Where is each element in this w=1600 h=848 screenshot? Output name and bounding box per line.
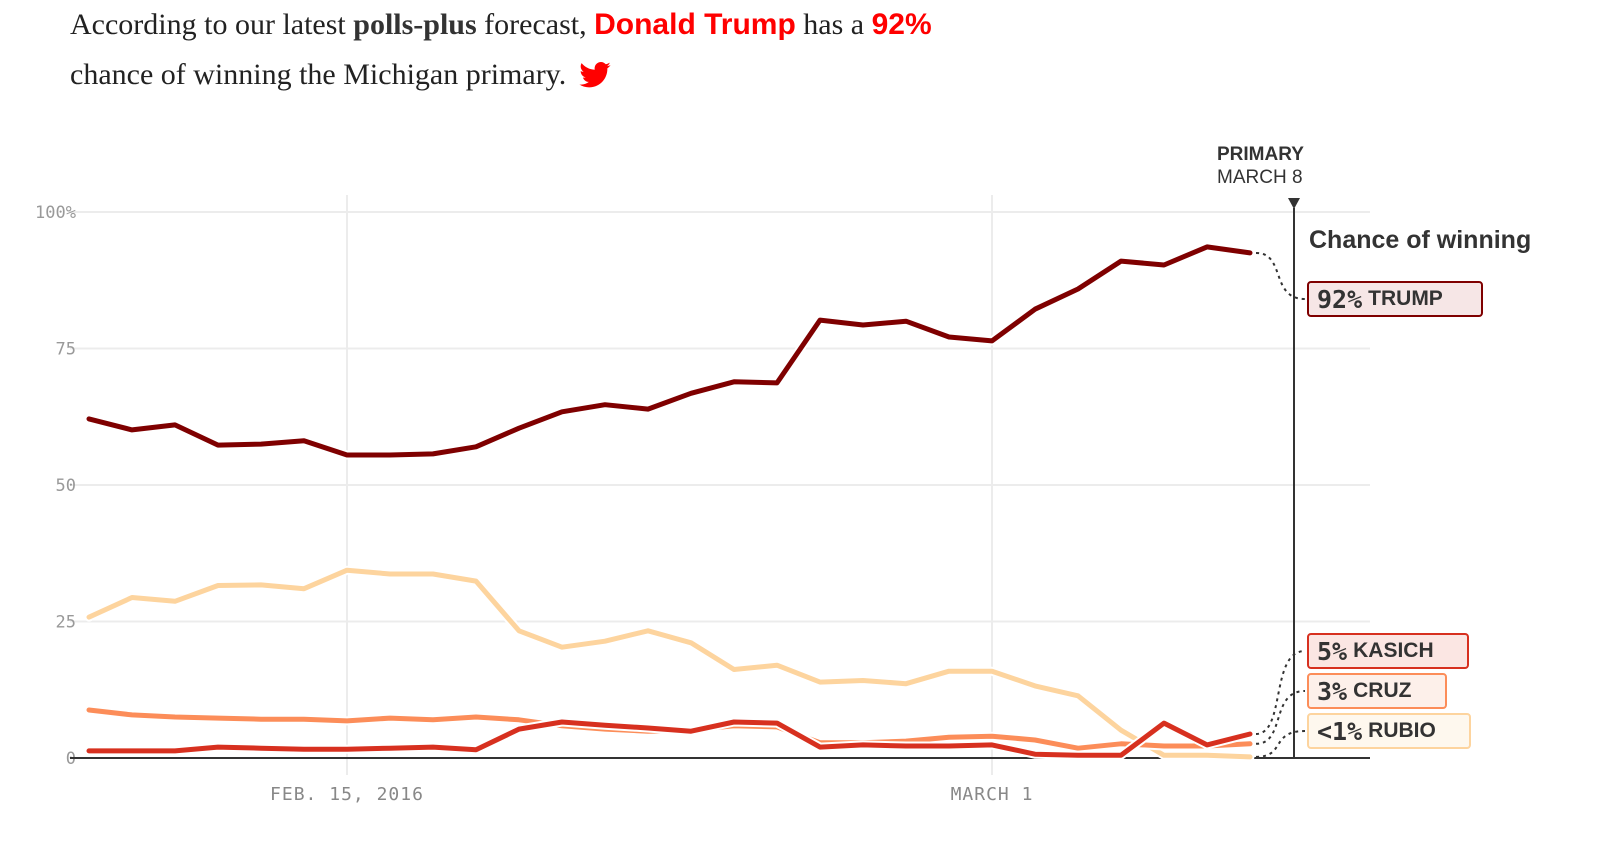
headline-line-2: chance of winning the Michigan primary. <box>70 50 1170 100</box>
leading-candidate: Donald Trump <box>594 8 796 41</box>
connector-kasich <box>1255 650 1306 735</box>
end-label-rubio: <1% RUBIO <box>1307 713 1471 749</box>
end-label-trump: 92% TRUMP <box>1307 281 1483 317</box>
primary-marker-triangle-icon <box>1288 198 1300 209</box>
end-label-percent: 3% <box>1317 676 1348 706</box>
forecast-model: polls-plus <box>353 8 477 41</box>
headline: According to our latest polls-plus forec… <box>70 0 1170 100</box>
headline-text: chance of winning the Michigan primary. <box>70 58 567 91</box>
connector-rubio <box>1255 730 1306 758</box>
end-label-name: KASICH <box>1353 639 1434 662</box>
connector-trump <box>1255 251 1306 300</box>
leading-percent: 92% <box>871 8 932 41</box>
y-tick-label: 25 <box>56 613 76 633</box>
series-line-trump <box>86 244 1253 458</box>
headline-text: forecast, <box>476 8 595 41</box>
y-tick-label: 100% <box>35 203 76 223</box>
x-tick-label: FEB. 15, 2016 <box>270 784 424 805</box>
end-label-name: RUBIO <box>1368 719 1436 742</box>
end-label-percent: 5% <box>1317 636 1348 666</box>
series-line-kasich <box>86 719 1253 758</box>
end-label-percent: 92% <box>1317 284 1363 314</box>
y-tick-label: 50 <box>56 476 76 496</box>
primary-date-label: MARCH 8 <box>1217 167 1303 188</box>
end-label-percent: <1% <box>1317 716 1363 746</box>
series-halo-trump <box>84 242 1255 460</box>
end-label-name: TRUMP <box>1368 287 1443 310</box>
primary-label: PRIMARY <box>1217 144 1304 165</box>
end-label-cruz: 3% CRUZ <box>1307 673 1447 709</box>
end-label-name: CRUZ <box>1353 679 1412 702</box>
x-tick-label: MARCH 1 <box>951 784 1034 805</box>
twitter-icon[interactable] <box>578 54 612 88</box>
headline-text: has a <box>795 8 872 41</box>
connector-cruz <box>1255 690 1306 745</box>
headline-text: According to our latest <box>70 8 354 41</box>
chart-title: Chance of winning <box>1309 226 1531 254</box>
headline-line-1: According to our latest polls-plus forec… <box>70 0 1170 50</box>
y-tick-label: 75 <box>56 340 76 360</box>
series-line-rubio <box>86 567 1253 760</box>
end-label-kasich: 5% KASICH <box>1307 633 1469 669</box>
